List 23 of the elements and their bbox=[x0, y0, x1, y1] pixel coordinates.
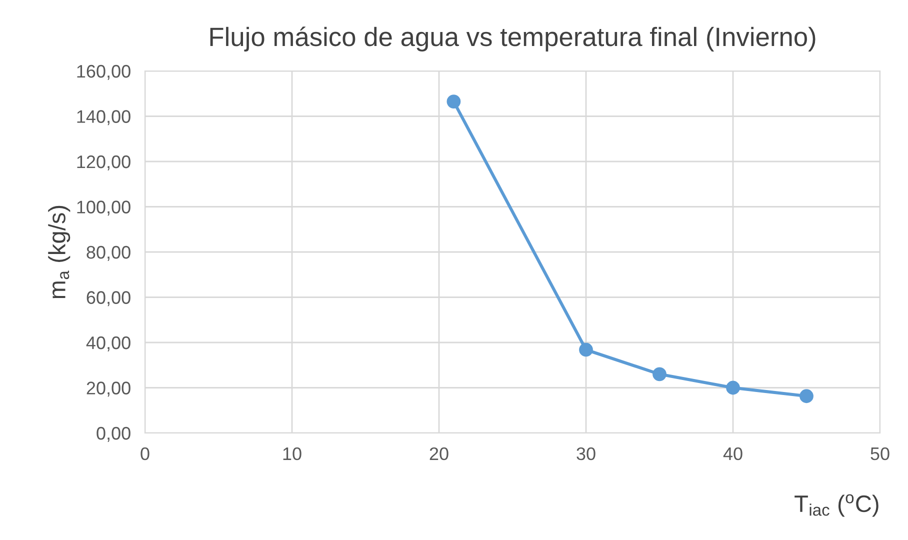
x-tick-label: 0 bbox=[140, 447, 150, 460]
y-tick-label: 0,00 bbox=[96, 426, 130, 442]
y-tick-label: 20,00 bbox=[86, 382, 130, 397]
point bbox=[446, 94, 461, 108]
y-tick-label: 160,00 bbox=[77, 64, 130, 80]
point bbox=[800, 389, 814, 404]
y-tick-label: 120,00 bbox=[77, 155, 130, 170]
x-tick-label: 50 bbox=[870, 447, 890, 460]
x-tick-label: 30 bbox=[576, 447, 596, 460]
y-tick-label: 40,00 bbox=[86, 336, 130, 352]
x-axis-title: T$_{iac}$ ($^{o}$C) bbox=[794, 494, 878, 517]
x-tick-label: 10 bbox=[283, 447, 302, 460]
y-axis-title: m$_{a}$ (kg/s) bbox=[48, 206, 70, 298]
y-tick-label: 100,00 bbox=[77, 200, 130, 216]
point bbox=[726, 380, 740, 395]
y-tick-label: 80,00 bbox=[86, 246, 130, 261]
y-tick-label: 140,00 bbox=[77, 110, 130, 126]
x-tick-label: 40 bbox=[723, 447, 742, 460]
x-tick-label: 20 bbox=[430, 447, 448, 460]
point bbox=[579, 342, 593, 357]
point bbox=[652, 367, 666, 382]
chart-title: Flujo másico de agua vs temperatura final (Invierno) bbox=[210, 26, 816, 52]
y-tick-label: 60,00 bbox=[86, 291, 130, 306]
